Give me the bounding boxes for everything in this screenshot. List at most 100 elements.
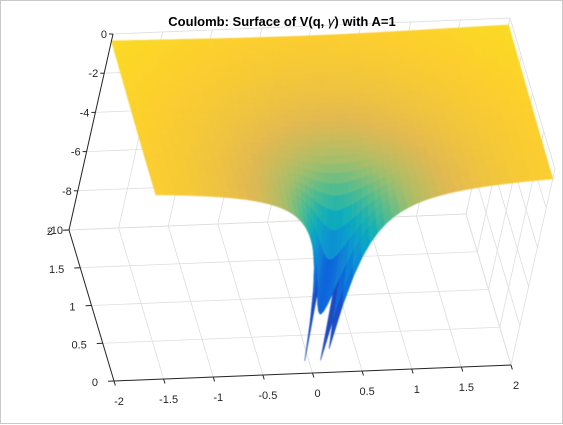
surface-patch: [475, 53, 486, 59]
surface-patch: [435, 77, 445, 83]
surface-patch: [441, 66, 451, 72]
y-tick-label: 1: [69, 302, 75, 314]
x-tick-label: 1.5: [459, 382, 474, 394]
surface-patch: [180, 39, 190, 44]
surface-patch: [507, 56, 519, 62]
surface-patch: [159, 170, 171, 175]
surface-patch: [433, 39, 443, 45]
surface-patch: [138, 61, 149, 66]
surface-patch: [160, 139, 171, 144]
surface-patch: [505, 51, 517, 57]
surface-patch: [174, 155, 185, 160]
surface-patch: [174, 50, 185, 55]
surface-patch: [452, 76, 463, 82]
z-axis-line: [69, 34, 113, 230]
surface-patch: [495, 51, 507, 57]
surface-patch: [126, 56, 138, 61]
surface-patch: [426, 45, 436, 51]
surface-patch: [168, 97, 179, 102]
surface-patch: [163, 113, 174, 118]
surface: [111, 25, 552, 361]
surface-patch: [164, 118, 175, 123]
surface-patch: [190, 76, 200, 81]
surface-patch: [478, 63, 489, 69]
surface-patch: [173, 185, 184, 190]
surface-patch: [123, 82, 135, 87]
surface-patch: [441, 34, 452, 40]
surface-patch: [430, 29, 440, 35]
surface-patch: [342, 183, 345, 195]
surface-patch: [180, 108, 191, 113]
surface-patch: [183, 118, 194, 123]
surface-patch: [450, 33, 461, 39]
surface-patch: [142, 77, 153, 82]
x-tick-label: -0.5: [258, 390, 277, 402]
surface-patch: [348, 181, 352, 193]
surface-patch: [153, 113, 164, 118]
surface-patch: [472, 42, 483, 48]
surface-patch: [172, 76, 183, 81]
surface-patch: [131, 72, 143, 77]
surface-patch: [169, 66, 180, 71]
surface-patch: [179, 170, 190, 175]
surface-patch: [339, 183, 341, 195]
surface-patch: [182, 81, 193, 86]
chart-title: Coulomb: Surface of V(q, γ) with A=1: [168, 14, 395, 29]
surface-patch: [125, 87, 137, 92]
surface-patch: [156, 159, 168, 164]
surface-patch: [172, 113, 183, 118]
surface-patch: [493, 46, 505, 52]
surface-patch: [122, 77, 134, 82]
surface-patch: [332, 184, 334, 196]
surface-patch: [178, 134, 189, 139]
surface-patch: [189, 71, 199, 76]
surface-patch: [177, 60, 188, 65]
surface-patch: [142, 149, 154, 154]
surface-patch: [326, 183, 329, 195]
z-tick-label: -6: [71, 147, 81, 159]
surface-patch: [119, 67, 131, 72]
surface-patch: [483, 47, 495, 53]
surface-patch: [150, 103, 161, 108]
z-tick-label: -4: [80, 107, 90, 119]
surface-patch: [454, 49, 465, 55]
surface-patch: [177, 97, 188, 102]
surface-patch: [151, 180, 163, 185]
surface-patch: [144, 82, 155, 87]
surface-patch: [159, 66, 170, 71]
surface-patch: [187, 66, 197, 71]
surface-patch: [135, 123, 147, 128]
surface-patch: [166, 55, 177, 60]
surface-patch: [450, 65, 461, 71]
surface-patch: [164, 50, 175, 55]
surface-patch: [154, 118, 165, 123]
title-suffix: ) with A=1: [334, 14, 395, 29]
surface-patch: [182, 113, 193, 118]
surface-patch: [132, 40, 143, 45]
surface-patch: [184, 55, 194, 60]
surface-patch: [429, 56, 439, 62]
surface-patch: [113, 46, 125, 51]
surface-patch: [501, 35, 513, 41]
surface-patch: [193, 87, 203, 92]
surface-patch: [498, 25, 510, 31]
surface-patch: [134, 82, 146, 87]
surface-patch: [458, 27, 469, 33]
surface-patch: [162, 76, 173, 81]
surface-patch: [132, 77, 144, 82]
surface-patch: [422, 30, 432, 36]
surface-patch: [139, 139, 151, 144]
surface-patch: [144, 45, 155, 50]
surface-patch: [491, 36, 503, 42]
surface-patch: [188, 103, 198, 108]
surface-patch: [168, 134, 179, 139]
side-grid-y-0: [511, 169, 555, 365]
surface-patch: [165, 87, 176, 92]
x-tick-mark: [461, 367, 462, 372]
surface-patch: [530, 175, 542, 181]
surface-patch: [170, 139, 181, 144]
surface-patch: [181, 44, 191, 49]
surface-patch: [172, 45, 183, 50]
